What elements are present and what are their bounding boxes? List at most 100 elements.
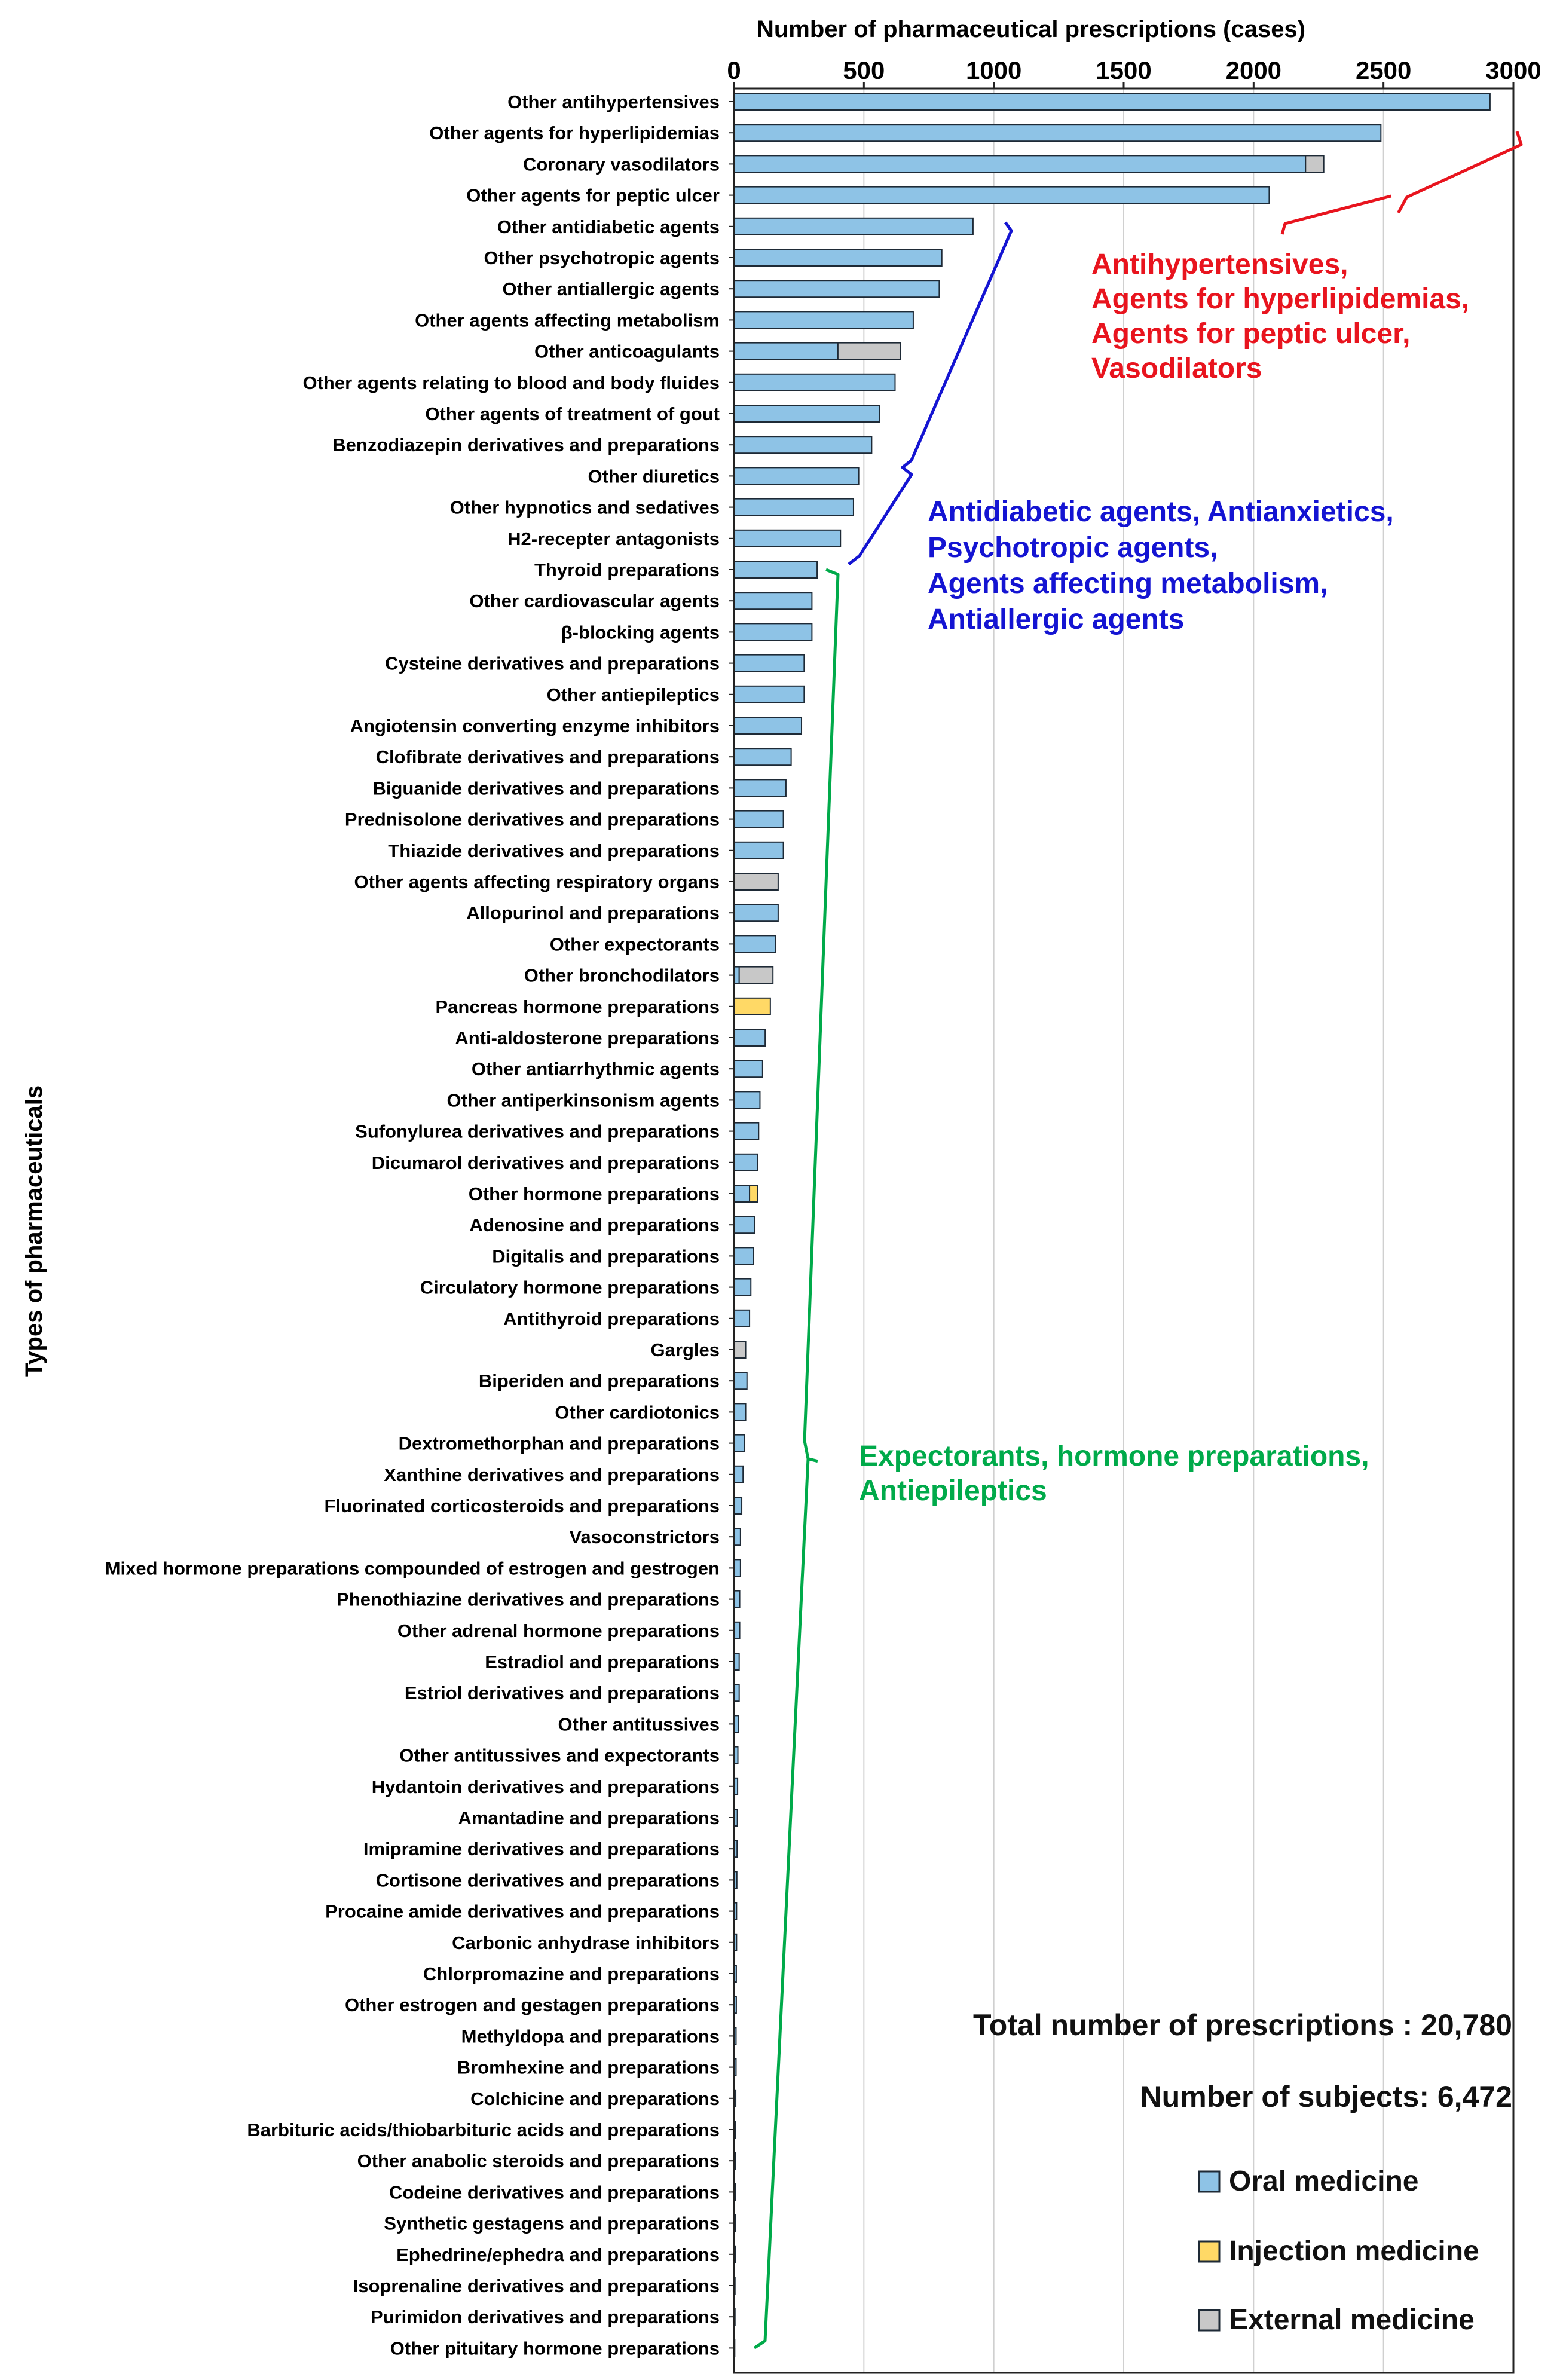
- category-label-phenothiazine-derivatives-and-preparations: Phenothiazine derivatives and preparatio…: [337, 1589, 720, 1610]
- bar-oral-medicine-other-agents-of-treatment-of-gout: [733, 405, 880, 423]
- category-label-codeine-derivatives-and-preparations: Codeine derivatives and preparations: [389, 2182, 720, 2202]
- bar-oral-medicine-xanthine-derivatives-and-preparations: [733, 1465, 744, 1483]
- bracket-green: [753, 568, 840, 2350]
- bar-oral-medicine-other-agents-for-hyperlipidemias: [733, 124, 1382, 142]
- x-axis-title: Number of pharmaceutical prescriptions (…: [757, 16, 1305, 42]
- category-label-sufonylurea-derivatives-and-preparations: Sufonylurea derivatives and preparations: [355, 1121, 720, 1142]
- bar-external-medicine-other-bronchodilators: [738, 966, 774, 984]
- bar-external-medicine-other-anticoagulants: [837, 342, 901, 360]
- category-label-prednisolone-derivatives-and-preparations: Prednisolone derivatives and preparation…: [345, 809, 720, 830]
- category-label-dextromethorphan-and-preparations: Dextromethorphan and preparations: [399, 1433, 720, 1454]
- category-label-other-agents-relating-to-blood-and-body-fluides: Other agents relating to blood and body …: [302, 372, 720, 393]
- category-label-angiotensin-converting-enzyme-inhibitors: Angiotensin converting enzyme inhibitors: [350, 715, 720, 736]
- bar-oral-medicine-blocking-agents: [733, 623, 813, 641]
- category-label-other-antihypertensives: Other antihypertensives: [507, 91, 720, 112]
- bar-oral-medicine-biguanide-derivatives-and-preparations: [733, 779, 787, 797]
- bar-oral-medicine-angiotensin-converting-enzyme-inhibitors: [733, 717, 803, 735]
- category-label-xanthine-derivatives-and-preparations: Xanthine derivatives and preparations: [384, 1464, 720, 1485]
- legend-swatch-external-medicine: [1198, 2309, 1221, 2332]
- bar-external-medicine-other-agents-affecting-respiratory-organs: [733, 873, 779, 891]
- bar-oral-medicine-other-diuretics: [733, 467, 860, 485]
- bar-oral-medicine-circulatory-hormone-preparations: [733, 1278, 752, 1296]
- category-label-circulatory-hormone-preparations: Circulatory hormone preparations: [420, 1277, 720, 1298]
- legend-label-external-medicine: External medicine: [1229, 2304, 1475, 2336]
- x-tick-label-2000: 2000: [1226, 56, 1281, 84]
- category-label-cysteine-derivatives-and-preparations: Cysteine derivatives and preparations: [385, 653, 720, 674]
- category-label-carbonic-anhydrase-inhibitors: Carbonic anhydrase inhibitors: [452, 1932, 720, 1953]
- bar-oral-medicine-fluorinated-corticosteroids-and-preparations: [733, 1497, 743, 1515]
- category-label-dicumarol-derivatives-and-preparations: Dicumarol derivatives and preparations: [372, 1152, 720, 1173]
- bar-oral-medicine-other-antidiabetic-agents: [733, 217, 974, 235]
- bar-oral-medicine-coronary-vasodilators: [733, 155, 1307, 173]
- x-tick-label-0: 0: [727, 56, 741, 84]
- total-prescriptions-text: Total number of prescriptions : 20,780: [973, 2008, 1512, 2042]
- category-label-imipramine-derivatives-and-preparations: Imipramine derivatives and preparations: [363, 1838, 720, 1859]
- category-label-other-antiepileptics: Other antiepileptics: [547, 684, 720, 705]
- bar-oral-medicine-prednisolone-derivatives-and-preparations: [733, 810, 784, 828]
- bar-oral-medicine-other-hormone-preparations: [733, 1185, 751, 1203]
- category-label-other-antiperkinsonism-agents: Other antiperkinsonism agents: [447, 1090, 720, 1111]
- category-label-other-anticoagulants: Other anticoagulants: [534, 341, 720, 362]
- category-label-other-antiarrhythmic-agents: Other antiarrhythmic agents: [472, 1059, 720, 1079]
- bar-oral-medicine-dicumarol-derivatives-and-preparations: [733, 1153, 758, 1171]
- category-label-purimidon-derivatives-and-preparations: Purimidon derivatives and preparations: [371, 2306, 720, 2327]
- bar-oral-medicine-allopurinol-and-preparations: [733, 904, 779, 922]
- category-label-other-cardiotonics: Other cardiotonics: [555, 1402, 720, 1423]
- bar-oral-medicine-cysteine-derivatives-and-preparations: [733, 654, 805, 672]
- category-label-estriol-derivatives-and-preparations: Estriol derivatives and preparations: [405, 1682, 720, 1703]
- category-label-other-agents-for-hyperlipidemias: Other agents for hyperlipidemias: [429, 123, 720, 143]
- category-label-allopurinol-and-preparations: Allopurinol and preparations: [466, 903, 720, 923]
- bar-oral-medicine-sufonylurea-derivatives-and-preparations: [733, 1122, 760, 1140]
- category-label-other-antitussives: Other antitussives: [558, 1714, 720, 1734]
- bar-oral-medicine-biperiden-and-preparations: [733, 1372, 748, 1390]
- category-label-other-psychotropic-agents: Other psychotropic agents: [484, 247, 720, 268]
- annotation-red: Antihypertensives,Agents for hyperlipide…: [1091, 131, 1523, 384]
- bar-external-medicine-gargles: [733, 1341, 747, 1359]
- bar-oral-medicine-adenosine-and-preparations: [733, 1216, 755, 1234]
- category-label-other-hypnotics-and-sedatives: Other hypnotics and sedatives: [450, 497, 720, 518]
- category-label-hydantoin-derivatives-and-preparations: Hydantoin derivatives and preparations: [372, 1776, 720, 1797]
- bar-oral-medicine-dextromethorphan-and-preparations: [733, 1434, 745, 1452]
- category-label-vasoconstrictors: Vasoconstrictors: [569, 1526, 720, 1547]
- bracket-red: [1280, 131, 1523, 235]
- category-label-methyldopa-and-preparations: Methyldopa and preparations: [461, 2026, 720, 2046]
- category-label-biperiden-and-preparations: Biperiden and preparations: [479, 1371, 720, 1391]
- x-axis-ticks: 0 500 1000 1500 2000 2500 3000: [727, 56, 1541, 88]
- category-label-other-hormone-preparations: Other hormone preparations: [469, 1183, 720, 1204]
- x-tick-label-1000: 1000: [966, 56, 1021, 84]
- category-label-other-antitussives-and-expectorants: Other antitussives and expectorants: [399, 1745, 720, 1766]
- category-label-barbituric-acids-thiobarbituric-acids-and-preparations: Barbituric acids/thiobarbituric acids an…: [247, 2119, 720, 2140]
- bar-oral-medicine-mixed-hormone-preparations-compounded-of-estrogen-and-gestrogen: [733, 1559, 741, 1577]
- category-label-other-cardiovascular-agents: Other cardiovascular agents: [469, 591, 720, 611]
- category-label-other-expectorants: Other expectorants: [550, 934, 720, 955]
- annotation-green-text-line-1: Expectorants, hormone preparations,: [859, 1440, 1369, 1472]
- bar-oral-medicine-other-agents-relating-to-blood-and-body-fluides: [733, 373, 896, 391]
- bar-oral-medicine-other-antiarrhythmic-agents: [733, 1060, 763, 1078]
- y-axis-title: Types of pharmaceuticals: [21, 1085, 47, 1377]
- group-annotations: Antihypertensives,Agents for hyperlipide…: [753, 131, 1523, 2350]
- bar-oral-medicine-thiazide-derivatives-and-preparations: [733, 841, 784, 859]
- bar-oral-medicine-other-antiallergic-agents: [733, 280, 940, 298]
- bar-injection-medicine-pancreas-hormone-preparations: [733, 997, 771, 1015]
- category-label-biguanide-derivatives-and-preparations: Biguanide derivatives and preparations: [372, 778, 720, 799]
- bar-oral-medicine-other-expectorants: [733, 935, 776, 953]
- legend: Oral medicine Injection medicine External …: [1198, 2165, 1479, 2336]
- annotation-blue-text-line-3: Agents affecting metabolism,: [928, 568, 1328, 599]
- category-label-other-estrogen-and-gestagen-preparations: Other estrogen and gestagen preparations: [345, 1994, 720, 2015]
- x-tick-label-500: 500: [843, 56, 885, 84]
- category-label-cortisone-derivatives-and-preparations: Cortisone derivatives and preparations: [376, 1870, 720, 1890]
- annotation-green-text-line-2: Antiepileptics: [859, 1475, 1047, 1507]
- annotation-blue-text-line-4: Antiallergic agents: [928, 604, 1184, 635]
- bar-oral-medicine-other-agents-for-peptic-ulcer: [733, 186, 1270, 204]
- subjects-text: Number of subjects: 6,472: [1140, 2080, 1512, 2113]
- category-label-chlorpromazine-and-preparations: Chlorpromazine and preparations: [423, 1963, 720, 1984]
- category-label-synthetic-gestagens-and-preparations: Synthetic gestagens and preparations: [384, 2213, 720, 2234]
- legend-swatch-injection-medicine: [1198, 2240, 1221, 2263]
- category-label-other-agents-affecting-metabolism: Other agents affecting metabolism: [415, 310, 720, 331]
- category-label-colchicine-and-preparations: Colchicine and preparations: [470, 2088, 720, 2109]
- category-label-digitalis-and-preparations: Digitalis and preparations: [492, 1246, 720, 1267]
- bar-oral-medicine-anti-aldosterone-preparations: [733, 1029, 766, 1047]
- bar-oral-medicine-other-cardiovascular-agents: [733, 592, 813, 610]
- annotation-blue-text-line-1: Antidiabetic agents, Antianxietics,: [928, 496, 1394, 528]
- annotation-blue: Antidiabetic agents, Antianxietics, Psych…: [848, 221, 1394, 635]
